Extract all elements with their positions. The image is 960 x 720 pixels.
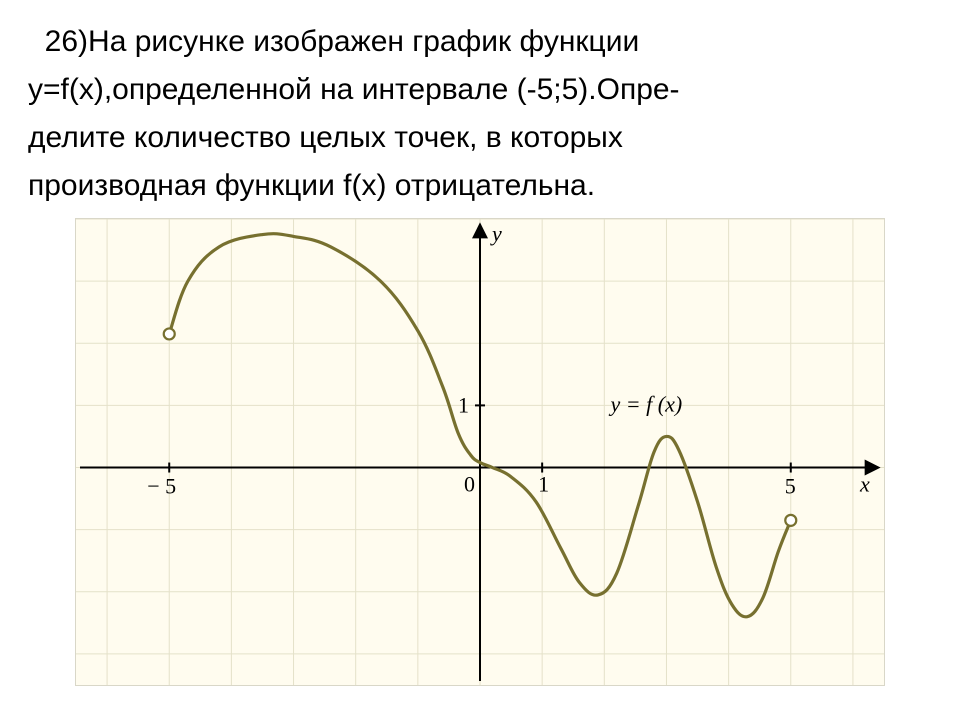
text-line: делите количество целых точек, в которых [28, 114, 932, 162]
label-equation: y = f (x) [609, 391, 683, 416]
label-five: 5 [785, 474, 796, 499]
text-line: 26)На рисунке изображен график функции [28, 18, 932, 66]
open-endpoint [164, 328, 175, 339]
axes [80, 225, 878, 681]
text-line: y=f(x),определенной на интервале (-5;5).… [28, 66, 932, 114]
function-chart: 0 1 1 − 5 5 x y y = f (x) [75, 218, 885, 686]
label-one-y: 1 [458, 392, 469, 417]
problem-text: 26)На рисунке изображен график функции y… [28, 18, 932, 210]
label-y-axis: y [490, 221, 502, 246]
label-neg-five: − 5 [147, 474, 176, 499]
label-one-x: 1 [538, 472, 549, 497]
open-endpoint [785, 515, 796, 526]
label-x-axis: x [859, 472, 870, 497]
label-origin: 0 [464, 472, 475, 497]
chart-canvas: 0 1 1 − 5 5 x y y = f (x) [76, 219, 884, 685]
text-line: производная функции f(x) отрицательна. [28, 162, 932, 210]
